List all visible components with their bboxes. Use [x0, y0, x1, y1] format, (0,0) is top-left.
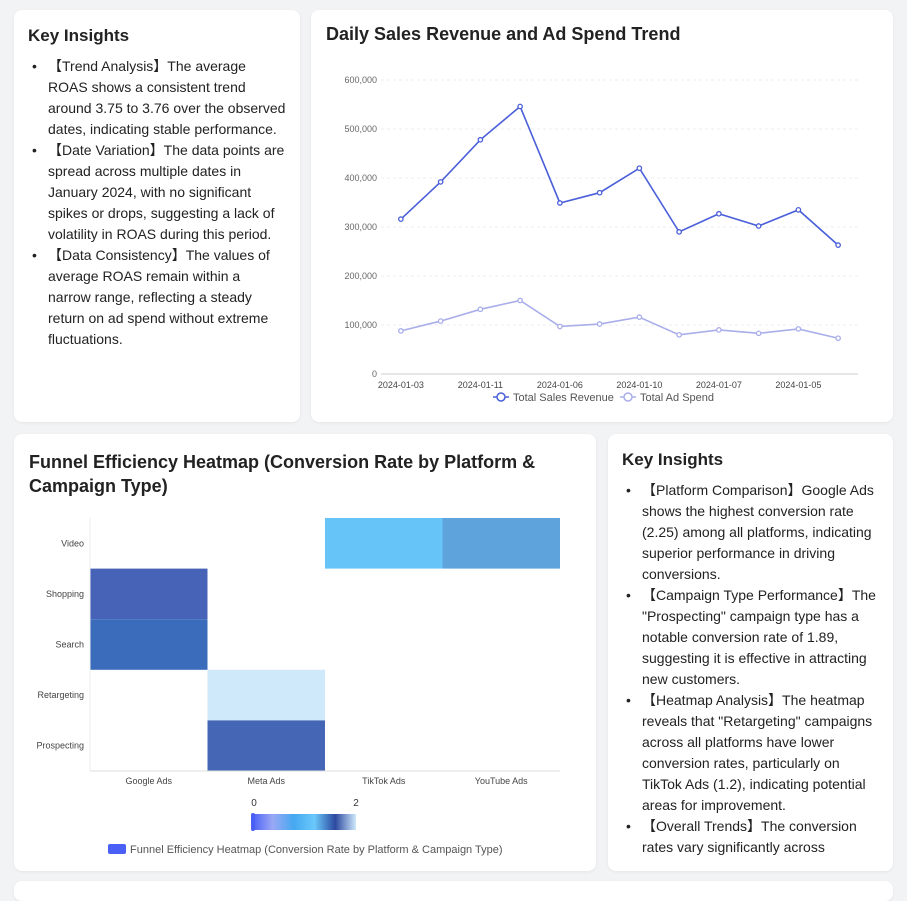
data-point	[676, 331, 682, 338]
insight-item: 【Date Variation】The data points are spre…	[28, 140, 286, 245]
y-tick-label: 300,000	[344, 222, 377, 232]
data-point	[517, 103, 523, 110]
heatmap-cell	[325, 518, 443, 569]
data-point	[755, 223, 762, 229]
key-insights-card-2: Key Insights 【Platform Comparison】Google…	[608, 434, 893, 871]
data-point	[716, 210, 722, 217]
insights-list: 【Trend Analysis】The average ROAS shows a…	[28, 56, 286, 350]
y-tick-label: 100,000	[344, 320, 377, 330]
heatmap-chart: Google Ads Meta Ads TikTok Ads YouTube Ads P…	[36, 518, 560, 856]
legend-label: Funnel Efficiency Heatmap (Conversion Ra…	[130, 844, 503, 856]
series-line	[400, 299, 839, 340]
legend-marker	[496, 392, 506, 402]
data-point	[716, 327, 722, 333]
heatmap-cell	[90, 568, 208, 620]
data-point	[596, 189, 603, 196]
insights-list: 【Platform Comparison】Google Ads shows th…	[622, 480, 879, 858]
insight-item: 【Trend Analysis】The average ROAS shows a…	[28, 56, 286, 140]
heatmap-card: Funnel Efficiency Heatmap (Conversion Ra…	[14, 434, 596, 871]
line-chart: 0 100,000 200,000 300,000 400,000 500,000 600,…	[344, 75, 858, 404]
y-tick-label: Prospecting	[36, 741, 84, 751]
x-tick-label: 2024-01-11	[458, 380, 503, 390]
y-tick-label: 600,000	[344, 75, 377, 85]
y-tick-label: Video	[61, 538, 84, 548]
key-insights-card-1: Key Insights 【Trend Analysis】The average…	[14, 10, 300, 422]
data-point	[835, 335, 841, 342]
insight-item: 【Data Consistency】The values of average …	[28, 245, 286, 350]
data-point	[517, 297, 523, 304]
insight-item: 【Heatmap Analysis】The heatmap reveals th…	[622, 690, 879, 816]
sales-trend-card: Daily Sales Revenue and Ad Spend Trend 0…	[311, 10, 893, 422]
heatmap-cell	[90, 619, 208, 670]
data-point	[755, 330, 762, 337]
heatmap-cell	[442, 518, 560, 569]
y-tick-label: Retargeting	[37, 690, 84, 700]
data-point	[676, 229, 682, 235]
card-title: Key Insights	[622, 450, 724, 469]
visualmap-min: 0	[251, 798, 257, 809]
data-point	[437, 318, 444, 324]
heatmap-cell	[207, 720, 325, 771]
x-tick-label: YouTube Ads	[475, 776, 528, 786]
visualmap-max: 2	[353, 798, 359, 809]
data-point	[477, 306, 484, 313]
x-tick-label: 2024-01-07	[696, 380, 742, 390]
series-line	[400, 105, 839, 246]
x-tick-label: 2024-01-10	[616, 380, 662, 390]
data-point	[477, 136, 484, 143]
y-tick-label: Shopping	[46, 589, 84, 599]
card-title: Key Insights	[28, 26, 130, 45]
data-point	[835, 242, 841, 248]
legend-label: Total Ad Spend	[640, 392, 714, 404]
data-point	[557, 200, 563, 206]
heatmap-cell	[207, 669, 325, 721]
y-tick-label: 400,000	[344, 173, 377, 183]
insight-item: 【Overall Trends】The conversion rates var…	[622, 816, 879, 858]
legend-marker	[108, 844, 126, 854]
visualmap-handle[interactable]	[251, 813, 255, 831]
data-point	[795, 207, 802, 213]
data-point	[795, 326, 802, 332]
data-point	[636, 314, 643, 321]
y-tick-label: 500,000	[344, 124, 377, 134]
next-card	[14, 881, 893, 901]
legend-label: Total Sales Revenue	[513, 392, 614, 404]
y-tick-label: Search	[55, 640, 84, 650]
data-point	[636, 165, 643, 172]
y-tick-label: 200,000	[344, 271, 377, 281]
x-tick-label: 2024-01-05	[775, 380, 821, 390]
data-point	[398, 328, 404, 334]
x-tick-label: 2024-01-03	[378, 380, 424, 390]
y-tick-label: 0	[372, 369, 377, 379]
insight-item: 【Campaign Type Performance】The "Prospect…	[622, 585, 879, 690]
data-point	[596, 321, 603, 327]
visualmap-bar[interactable]	[252, 814, 356, 830]
chart-title: Daily Sales Revenue and Ad Spend Trend	[326, 24, 681, 44]
x-tick-label: Meta Ads	[247, 776, 285, 786]
data-point	[557, 323, 563, 330]
insight-item: 【Platform Comparison】Google Ads shows th…	[622, 480, 879, 585]
data-point	[437, 179, 444, 185]
legend-marker	[623, 392, 633, 402]
x-tick-label: 2024-01-06	[537, 380, 583, 390]
data-point	[398, 216, 404, 223]
x-tick-label: TikTok Ads	[362, 776, 406, 786]
chart-title: Funnel Efficiency Heatmap (Conversion Ra…	[29, 452, 536, 496]
x-tick-label: Google Ads	[125, 776, 172, 786]
